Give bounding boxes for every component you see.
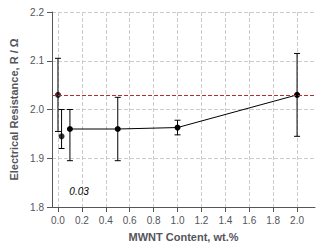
svg-text:1.2: 1.2 (194, 215, 208, 226)
svg-text:2.2: 2.2 (30, 7, 44, 18)
svg-text:1.9: 1.9 (30, 153, 44, 164)
svg-text:2.0: 2.0 (30, 104, 44, 115)
svg-text:1.4: 1.4 (218, 215, 232, 226)
svg-text:0.2: 0.2 (75, 215, 89, 226)
svg-text:0.03: 0.03 (69, 186, 89, 197)
svg-text:1.8: 1.8 (266, 215, 280, 226)
svg-text:1.8: 1.8 (30, 202, 44, 213)
svg-text:0.8: 0.8 (147, 215, 161, 226)
svg-text:MWNT Content, wt.%: MWNT Content, wt.% (129, 231, 239, 243)
svg-text:0.6: 0.6 (123, 215, 137, 226)
svg-text:1.6: 1.6 (242, 215, 256, 226)
svg-text:Electrical Resistance, R / Ω: Electrical Resistance, R / Ω (8, 38, 20, 180)
svg-text:0.4: 0.4 (99, 215, 113, 226)
svg-text:1.0: 1.0 (171, 215, 185, 226)
svg-text:0.0: 0.0 (51, 215, 65, 226)
svg-text:2.1: 2.1 (30, 55, 44, 66)
svg-text:2.0: 2.0 (290, 215, 304, 226)
